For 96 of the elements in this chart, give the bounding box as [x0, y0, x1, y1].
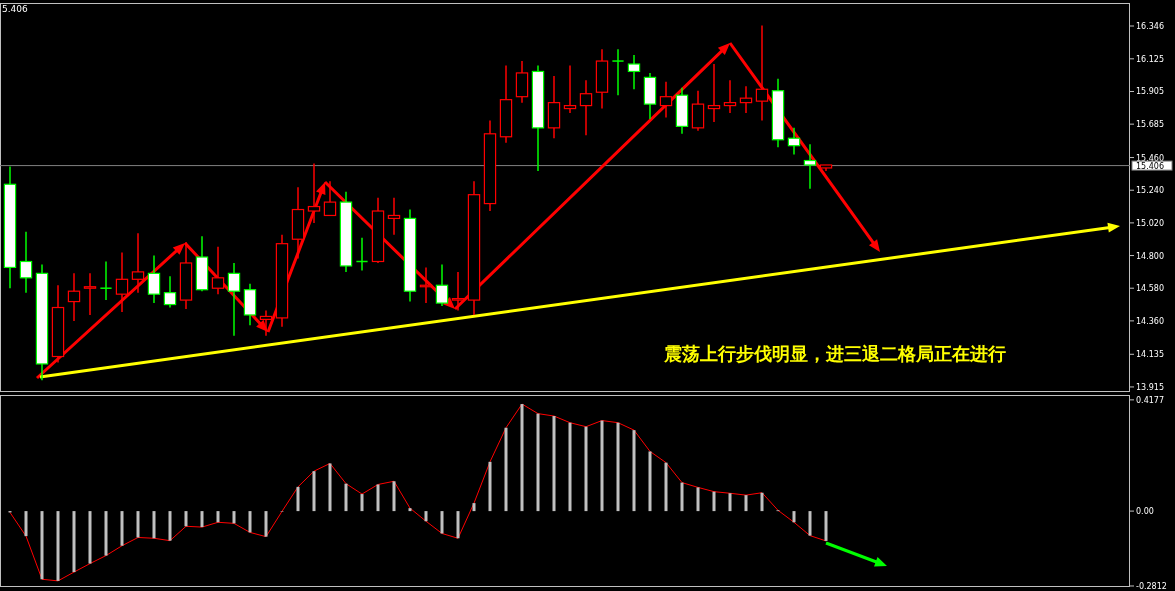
bar [392, 481, 396, 512]
y-tick-label: 15.460 [1136, 153, 1164, 163]
bar [648, 451, 652, 512]
bar [808, 511, 812, 536]
candlestick [723, 79, 737, 114]
bar [696, 487, 700, 512]
candlestick [307, 162, 321, 224]
candlestick [627, 54, 641, 91]
y-tick-label: 13.915 [1136, 382, 1164, 392]
bar [56, 511, 60, 581]
bar [312, 471, 316, 512]
candlestick [163, 275, 177, 309]
bar [264, 511, 268, 537]
bar [360, 494, 364, 512]
line-series [9, 403, 827, 582]
bar [216, 511, 220, 523]
bar [568, 422, 572, 512]
candlestick [787, 127, 801, 156]
candlestick [67, 272, 81, 322]
y-tick-label: 14.800 [1136, 251, 1164, 261]
candlestick [259, 309, 273, 337]
bar [24, 511, 28, 537]
bar [184, 511, 188, 527]
y-tick-label: 14.360 [1136, 316, 1164, 326]
bar [728, 493, 732, 512]
bar [632, 430, 636, 512]
bar [248, 511, 252, 533]
bar [712, 491, 716, 512]
bar [520, 404, 524, 512]
candlestick [211, 245, 225, 295]
bar [408, 508, 412, 512]
candlestick [707, 63, 721, 123]
bar [232, 511, 236, 524]
bar [296, 486, 300, 512]
bar [344, 483, 348, 512]
bar [472, 503, 476, 512]
bar [504, 427, 508, 512]
bar [200, 511, 204, 528]
bar [664, 462, 668, 512]
y-tick-label: 16.346 [1136, 22, 1164, 32]
bar [376, 484, 380, 512]
bar [328, 463, 332, 512]
bar [824, 511, 828, 541]
candlestick [563, 64, 577, 114]
y-tick-label: 0.4177 [1136, 395, 1164, 405]
bar [440, 511, 444, 534]
y-tick-label: 15.685 [1136, 120, 1164, 130]
candlestick [515, 60, 529, 104]
annotation: 震荡上行步伐明显，进三退二格局正在进行 [663, 343, 1006, 364]
bar [680, 482, 684, 512]
y-tick-label: 0.00 [1136, 507, 1154, 517]
y-tick-label: 15.020 [1136, 218, 1164, 228]
candlestick [451, 271, 465, 312]
bar [88, 511, 92, 564]
bar [120, 511, 124, 546]
bar [792, 511, 796, 523]
bar [552, 416, 556, 512]
candlestick [83, 272, 97, 316]
candlestick [803, 143, 817, 190]
bar [536, 413, 540, 512]
bar [136, 511, 140, 538]
candlestick [227, 262, 241, 337]
annotation: 5.406 [2, 4, 29, 14]
candlestick [659, 81, 673, 119]
y-tick-label: 15.240 [1136, 186, 1164, 196]
candlestick [115, 251, 129, 313]
bar [760, 492, 764, 512]
bar [456, 511, 460, 539]
candlestick [691, 90, 705, 132]
bar [744, 495, 748, 512]
bar [488, 461, 492, 512]
ref-line-label: 15.406 [1136, 161, 1164, 171]
candlestick [19, 231, 33, 294]
y-tick-label: 14.135 [1136, 350, 1164, 360]
candlestick [755, 24, 769, 122]
candlestick [579, 79, 593, 137]
bar [152, 511, 156, 539]
y-tick-label: 14.580 [1136, 284, 1164, 294]
y-tick-label: -0.2812 [1136, 581, 1167, 591]
y-tick-label: 16.125 [1136, 54, 1164, 64]
candlestick [323, 180, 337, 217]
bar [600, 420, 604, 512]
candlestick [435, 263, 449, 307]
candlestick [99, 260, 113, 301]
y-tick-label: 15.905 [1136, 87, 1164, 97]
bar [168, 511, 172, 541]
bar [104, 511, 108, 556]
bar [72, 511, 76, 573]
candlestick [387, 196, 401, 236]
candlestick [131, 232, 145, 294]
bar [424, 511, 428, 522]
candlestick [147, 254, 161, 304]
bar [40, 511, 44, 580]
candlestick [611, 48, 625, 96]
bar [616, 422, 620, 512]
bar [584, 426, 588, 512]
